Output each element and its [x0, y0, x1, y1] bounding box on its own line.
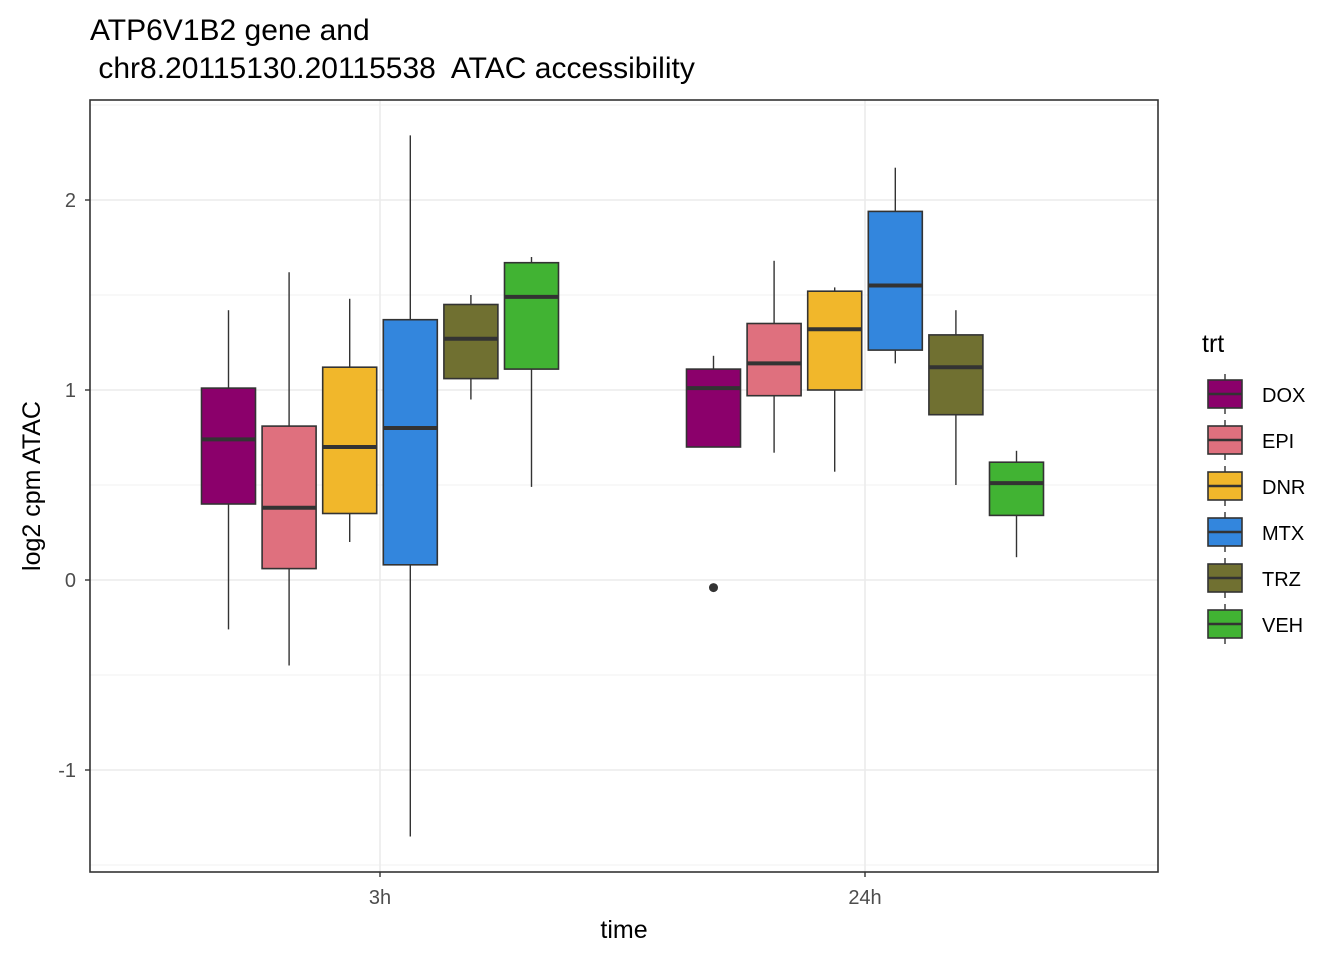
legend-item-veh: VEH: [1207, 604, 1303, 644]
box-epi-3h: [261, 272, 317, 666]
box-veh-3h: [503, 257, 560, 487]
box-veh-24h: [988, 450, 1045, 558]
y-axis: -1 0 1 2: [58, 190, 90, 782]
x-tick-label: 24h: [848, 887, 881, 909]
y-axis-title: log2 cpm ATAC: [18, 401, 46, 571]
x-axis: 3h 24h: [369, 872, 882, 909]
box-trz-24h: [928, 310, 984, 485]
outlier-point: [709, 583, 718, 593]
box-dox-3h: [200, 310, 257, 630]
legend-label: VEH: [1262, 615, 1303, 637]
legend-label: TRZ: [1262, 569, 1301, 591]
x-tick-label: 3h: [369, 887, 391, 909]
box-mtx-24h: [867, 167, 924, 364]
box-iqr: [382, 318, 439, 566]
box-iqr: [200, 387, 257, 505]
box-iqr: [806, 290, 863, 391]
box-iqr: [685, 368, 742, 448]
box-dnr-3h: [321, 298, 378, 542]
boxes: [200, 135, 1045, 837]
y-tick-label: 0: [65, 570, 76, 592]
legend-label: EPI: [1262, 431, 1294, 453]
legend-item-epi: EPI: [1207, 420, 1294, 460]
legend-label: MTX: [1262, 523, 1304, 545]
y-tick-label: 1: [65, 380, 76, 402]
panel-border: [89, 99, 1159, 873]
box-iqr: [928, 334, 984, 416]
box-iqr: [261, 425, 317, 570]
chart-title-line-1: ATP6V1B2 gene and: [90, 14, 370, 47]
box-iqr: [867, 210, 924, 351]
box-iqr: [443, 303, 499, 380]
legend: trt DOX EPI DNR MTX TRZ VEH: [1202, 330, 1305, 644]
y-tick-label: 2: [65, 190, 76, 212]
y-tick-label: -1: [58, 760, 76, 782]
box-mtx-3h: [382, 135, 439, 837]
legend-item-mtx: MTX: [1207, 512, 1304, 552]
legend-item-dnr: DNR: [1207, 466, 1305, 506]
box-iqr: [746, 322, 802, 397]
box-epi-24h: [746, 260, 802, 453]
legend-item-dox: DOX: [1207, 374, 1305, 414]
box-iqr: [503, 261, 560, 370]
box-dox-24h: [685, 355, 742, 593]
legend-title: trt: [1202, 330, 1224, 358]
grid: [90, 100, 1158, 872]
legend-label: DOX: [1262, 385, 1305, 407]
box-trz-3h: [443, 295, 499, 400]
box-iqr: [988, 461, 1045, 517]
legend-label: DNR: [1262, 477, 1305, 499]
chart-title-line-2: chr8.20115130.20115538 ATAC accessibilit…: [90, 52, 695, 85]
box-iqr: [321, 366, 378, 515]
legend-item-trz: TRZ: [1207, 558, 1301, 598]
box-dnr-24h: [806, 287, 863, 472]
x-axis-title: time: [600, 916, 647, 944]
